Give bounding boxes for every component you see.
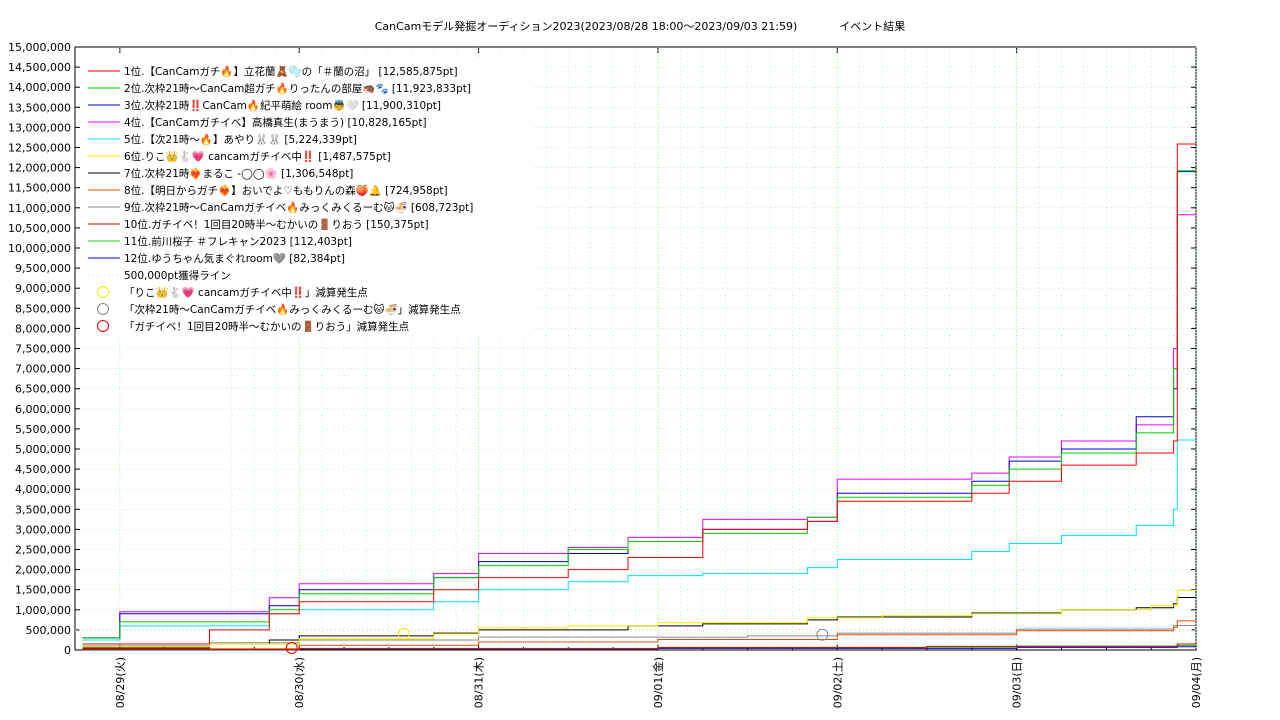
y-tick-label: 6,000,000 <box>15 403 71 416</box>
chart-title: CanCamモデル発掘オーディション2023(2023/08/28 18:00〜… <box>0 18 1280 34</box>
y-tick-label: 12,000,000 <box>8 162 71 175</box>
legend-label-marker: 「りこ👑🐇💗 cancamガチイベ中‼️」減算発生点 <box>124 286 368 299</box>
x-tick-label: 09/01(金) <box>651 657 665 708</box>
y-tick-label: 4,500,000 <box>15 463 71 476</box>
legend-marker <box>97 286 109 298</box>
legend-label: 9位.次枠21時〜CanCamガチイベ🔥みっくみくるーむ🐱🍜 [608,723p… <box>124 201 473 214</box>
legend-label: 3位.次枠21時‼️CanCam🔥紀平萌絵 room👼🤍 [11,900,310… <box>124 99 441 112</box>
y-tick-label: 12,500,000 <box>8 142 71 155</box>
legend-label: 10位.ガチイベ！1回目20時半〜むかいの🚪りおう [150,375pt] <box>124 218 429 231</box>
legend-label-marker: 「次枠21時〜CanCamガチイベ🔥みっくみくるーむ🐱🍜」減算発生点 <box>124 303 461 316</box>
legend-label: 5位.【次21時〜🔥】あやり🐰🐰 [5,224,339pt] <box>124 133 357 146</box>
y-tick-label: 5,000,000 <box>15 443 71 456</box>
legend-marker <box>97 320 109 332</box>
legend-label: 12位.ゆうちゃん気まぐれroom🩶 [82,384pt] <box>124 252 345 265</box>
legend-marker <box>97 303 109 315</box>
legend-label: 2位.次枠21時〜CanCam超ガチ🔥りったんの部屋🦔🐾 [11,923,833… <box>124 82 471 95</box>
y-tick-label: 7,000,000 <box>15 363 71 376</box>
x-tick-label: 09/03(日) <box>1011 657 1024 708</box>
y-tick-label: 1,000,000 <box>15 604 71 617</box>
y-tick-label: 13,000,000 <box>8 121 71 134</box>
legend-label-reference: 500,000pt獲得ライン <box>124 269 231 282</box>
legend-label: 6位.りこ👑🐇💗 cancamガチイベ中‼️ [1,487,575pt] <box>124 150 391 163</box>
series-line <box>82 620 1196 650</box>
marker-point <box>397 627 410 640</box>
y-tick-label: 3,000,000 <box>15 523 71 536</box>
y-tick-label: 11,000,000 <box>8 202 71 215</box>
y-tick-label: 10,000,000 <box>8 242 71 255</box>
chart-subtitle-text: イベント結果 <box>839 20 906 33</box>
y-tick-label: 14,000,000 <box>8 81 71 94</box>
y-tick-label: 500,000 <box>26 624 72 637</box>
y-tick-label: 11,500,000 <box>8 182 71 195</box>
y-tick-label: 13,500,000 <box>8 101 71 114</box>
y-tick-label: 10,500,000 <box>8 222 71 235</box>
series-line <box>82 143 1196 645</box>
y-tick-label: 7,500,000 <box>15 343 71 356</box>
legend-label: 4位.【CanCamガチイベ】高橋真生(まうまう) [10,828,165pt] <box>124 116 427 129</box>
y-tick-label: 14,500,000 <box>8 61 71 74</box>
legend-label: 1位.【CanCamガチ🔥】立花蘭🧸🫧の「＃蘭の沼」 [12,585,875pt… <box>124 65 458 78</box>
series-line <box>82 589 1196 648</box>
chart-title-text: CanCamモデル発掘オーディション2023(2023/08/28 18:00〜… <box>374 20 798 33</box>
series-group <box>82 143 1196 651</box>
legend-label: 7位.次枠21時❤️‍🔥まるこ -◯◯🌸 [1,306,548pt] <box>124 167 353 180</box>
y-tick-label: 2,500,000 <box>15 544 71 557</box>
y-tick-label: 1,500,000 <box>15 584 71 597</box>
series-line <box>82 597 1196 649</box>
legend-label: 8位.【明日からガチ❤️‍🔥】おいでよ♡ももりんの森🍑🔔 [724,958pt] <box>124 184 448 197</box>
y-tick-label: 5,500,000 <box>15 423 71 436</box>
legend-label: 11位.前川桜子 ＃フレキャン2023 [112,403pt] <box>124 235 352 248</box>
y-tick-label: 6,500,000 <box>15 383 71 396</box>
legend-background <box>82 58 532 338</box>
x-tick-label: 09/02(土) <box>831 657 844 708</box>
y-tick-label: 9,000,000 <box>15 282 71 295</box>
y-tick-label: 3,500,000 <box>15 503 71 516</box>
x-tick-label: 09/04(月) <box>1190 657 1203 708</box>
y-tick-label: 4,000,000 <box>15 483 71 496</box>
x-tick-label: 08/31(木) <box>473 657 486 708</box>
x-tick-label: 08/29(火) <box>114 657 127 708</box>
y-tick-label: 2,000,000 <box>15 564 71 577</box>
y-tick-label: 9,500,000 <box>15 262 71 275</box>
marker-point <box>285 641 298 654</box>
y-tick-label: 15,000,000 <box>8 41 71 54</box>
legend-label-marker: 「ガチイベ！1回目20時半〜むかいの🚪りおう」減算発生点 <box>124 320 409 333</box>
x-tick-label: 08/30(水) <box>293 657 306 708</box>
y-tick-label: 0 <box>64 644 71 657</box>
marker-point <box>816 628 829 641</box>
series-line <box>82 625 1196 647</box>
y-tick-label: 8,500,000 <box>15 302 71 315</box>
y-tick-label: 8,000,000 <box>15 322 71 335</box>
